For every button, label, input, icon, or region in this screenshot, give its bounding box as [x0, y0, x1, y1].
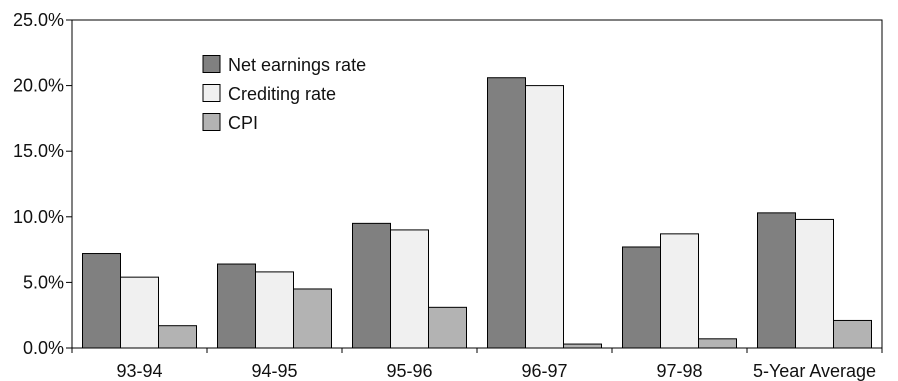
legend-swatch: [202, 55, 221, 73]
bar-crediting-rate-97-98: [660, 233, 699, 349]
bar-cpi-97-98: [698, 338, 737, 349]
bars-group: [82, 77, 872, 349]
legend-swatch: [202, 84, 221, 102]
legend-label: Crediting rate: [228, 84, 336, 104]
x-tick-label: 94-95: [251, 361, 297, 381]
y-tick-label: 10.0%: [13, 207, 64, 227]
x-tick-label: 97-98: [656, 361, 702, 381]
legend-label: Net earnings rate: [228, 55, 366, 75]
bar-net-earnings-rate-95-96: [352, 222, 391, 349]
legend-swatch: [202, 113, 221, 131]
bar-net-earnings-rate-96-97: [487, 77, 526, 349]
bar-cpi-5-year-average: [833, 319, 872, 349]
x-tick-label: 95-96: [386, 361, 432, 381]
bar-crediting-rate-94-95: [255, 271, 294, 349]
y-tick-label: 15.0%: [13, 141, 64, 161]
legend-label: CPI: [228, 113, 258, 133]
bar-cpi-93-94: [158, 325, 197, 349]
bar-crediting-rate-96-97: [525, 85, 564, 349]
x-tick-label: 93-94: [116, 361, 162, 381]
bar-crediting-rate-95-96: [390, 229, 429, 349]
x-axis: 93-94 94-95 95-96 96-97 97-98 5-Year Average: [71, 348, 883, 381]
bar-net-earnings-rate-5-year-average: [757, 212, 796, 349]
bar-crediting-rate-93-94: [120, 276, 159, 349]
x-tick-label: 96-97: [521, 361, 567, 381]
bar-cpi-94-95: [293, 288, 332, 349]
y-axis: 0.0% 5.0% 10.0% 15.0% 20.0% 25.0%: [13, 10, 72, 358]
y-tick-label: 5.0%: [23, 272, 64, 292]
bar-net-earnings-rate-94-95: [217, 263, 256, 349]
legend: Net earnings rate Crediting rate CPI: [202, 55, 366, 133]
y-tick-label: 20.0%: [13, 76, 64, 96]
y-tick-label: 0.0%: [23, 338, 64, 358]
bar-crediting-rate-5-year-average: [795, 218, 834, 349]
bar-cpi-95-96: [428, 306, 467, 349]
x-tick-label: 5-Year Average: [753, 361, 876, 381]
plot-area: [71, 19, 883, 349]
bar-net-earnings-rate-97-98: [622, 246, 661, 349]
bar-cpi-96-97: [563, 343, 602, 349]
bar-net-earnings-rate-93-94: [82, 253, 121, 349]
y-tick-label: 25.0%: [13, 10, 64, 30]
